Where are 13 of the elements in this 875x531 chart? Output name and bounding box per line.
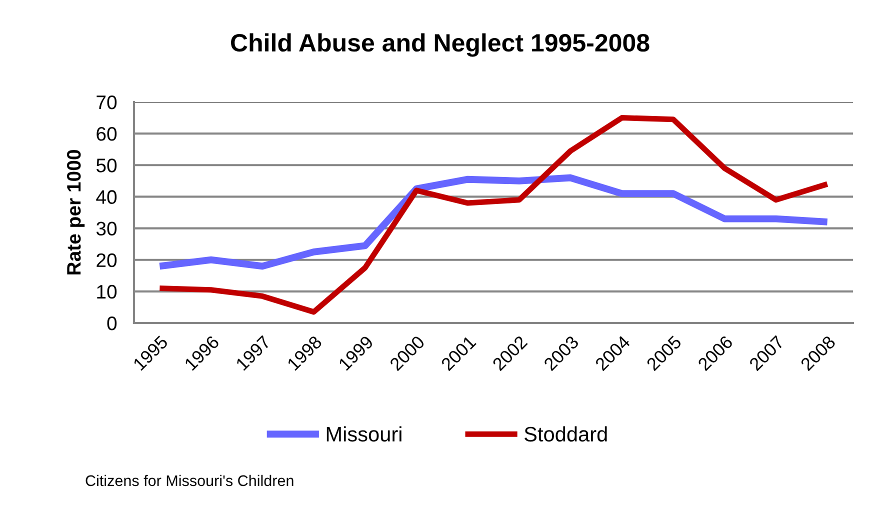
y-tick-label: 70 xyxy=(96,95,117,110)
y-tick-label: 30 xyxy=(96,222,117,236)
legend-label: Stoddard xyxy=(524,426,607,442)
y-tick-label: 50 xyxy=(96,158,117,172)
y-tick-label: 60 xyxy=(96,127,117,141)
legend-label: Missouri xyxy=(326,426,402,442)
y-tick-label: 40 xyxy=(96,190,117,204)
y-axis-title: Rate per 1000 xyxy=(66,150,85,274)
y-tick-label: 10 xyxy=(97,284,117,299)
y-tick-label: 20 xyxy=(96,253,117,268)
chart-title: Child Abuse and Neglect 1995-2008 xyxy=(231,33,650,57)
text: Citizens for Missouri's Children xyxy=(86,474,294,486)
y-tick-label: 0 xyxy=(107,316,117,330)
